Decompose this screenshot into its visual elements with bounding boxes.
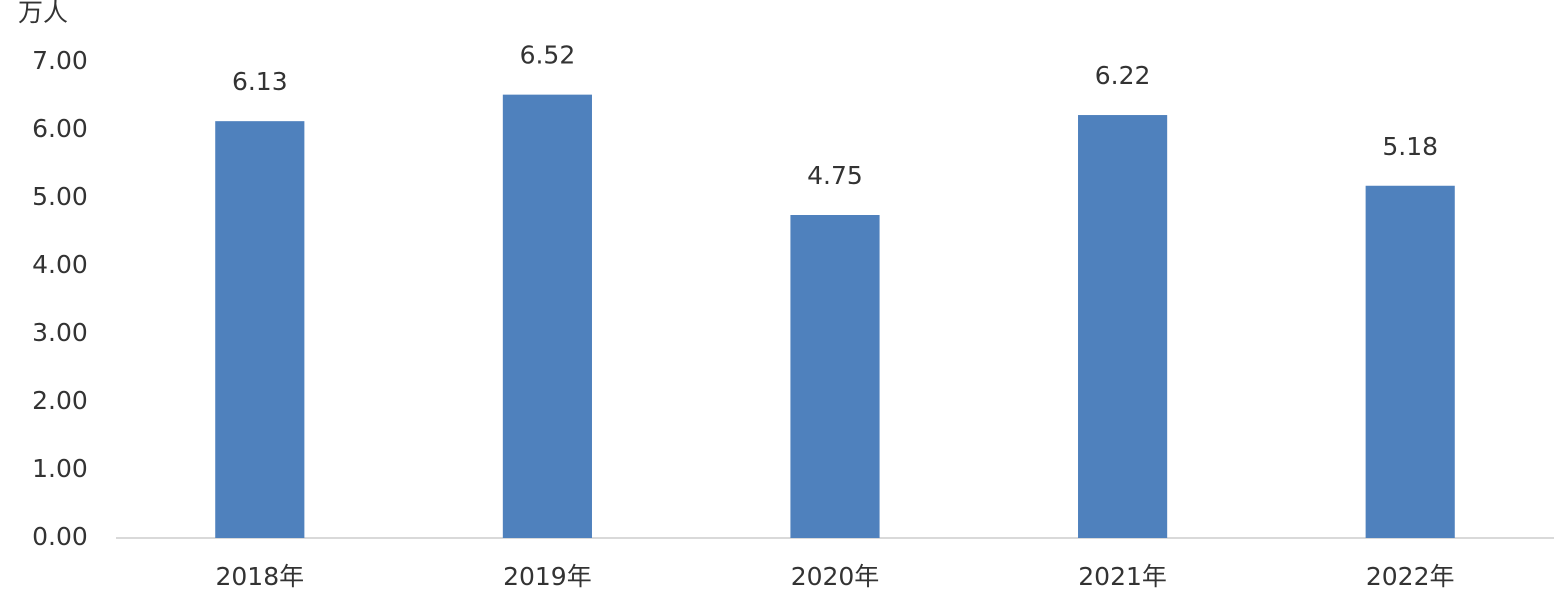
- y-tick-label: 1.00: [32, 454, 88, 483]
- bar: [790, 215, 880, 538]
- x-tick-label: 2021年: [1078, 562, 1167, 591]
- bar: [502, 94, 592, 538]
- y-tick-label: 5.00: [32, 182, 88, 211]
- data-label: 6.22: [1095, 61, 1151, 90]
- x-tick-label: 2022年: [1366, 562, 1455, 591]
- y-tick-label: 4.00: [32, 250, 88, 279]
- x-tick-label: 2020年: [791, 562, 880, 591]
- data-label: 6.52: [520, 41, 576, 70]
- data-label: 4.75: [807, 161, 863, 190]
- bar: [1365, 185, 1455, 538]
- y-tick-label: 3.00: [32, 318, 88, 347]
- y-tick-label: 2.00: [32, 386, 88, 415]
- bar: [215, 121, 305, 538]
- x-tick-label: 2018年: [215, 562, 304, 591]
- y-tick-label: 6.00: [32, 114, 88, 143]
- bar: [1078, 115, 1168, 538]
- y-tick-label: 0.00: [32, 522, 88, 551]
- data-label: 5.18: [1382, 132, 1438, 161]
- data-label: 6.13: [232, 67, 288, 96]
- y-tick-label: 7.00: [32, 46, 88, 75]
- x-tick-label: 2019年: [503, 562, 592, 591]
- y-axis-unit: 万人: [18, 0, 68, 27]
